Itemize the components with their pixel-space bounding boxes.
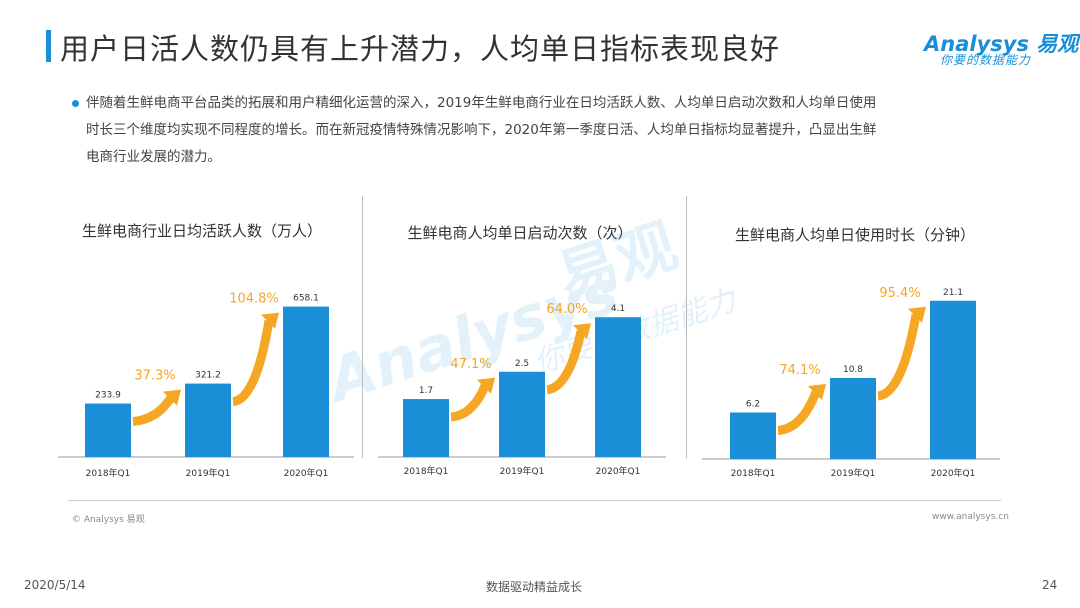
growth-arrow-head <box>808 384 826 400</box>
summary-line: 伴随着生鲜电商平台品类的拓展和用户精细化运营的深入，2019年生鲜电商行业在日均… <box>86 95 877 111</box>
bullet-icon <box>72 100 79 107</box>
logo-main-text: Analysys 易观 <box>924 32 1079 56</box>
growth-arrow <box>777 390 821 435</box>
summary-text: 伴随着生鲜电商平台品类的拓展和用户精细化运营的深入，2019年生鲜电商行业在日均… <box>86 90 1021 171</box>
data-label: 21.1 <box>943 288 963 298</box>
growth-arrow-head <box>477 377 495 394</box>
growth-arrow-head <box>908 306 926 323</box>
growth-arrow <box>876 313 921 401</box>
tick-label: 2018年Q1 <box>731 467 776 479</box>
data-label: 321.2 <box>195 371 221 381</box>
growth-arrow-head <box>163 389 181 406</box>
page-title: 用户日活人数仍具有上升潜力，人均单日指标表现良好 <box>60 32 781 66</box>
page-number: 24 <box>1042 578 1058 592</box>
chart-divider <box>362 196 363 458</box>
tick-label: 2020年Q1 <box>931 467 976 479</box>
chart-title: 生鲜电商人均单日启动次数（次） <box>407 224 632 242</box>
footer-slogan: 数据驱动精益成长 <box>486 580 583 594</box>
tick-label: 2020年Q1 <box>596 465 641 477</box>
growth-label: 64.0% <box>546 302 587 317</box>
growth-arrow <box>132 395 175 427</box>
data-label: 658.1 <box>293 294 319 304</box>
footer-divider <box>68 500 1001 501</box>
data-label: 2.5 <box>515 359 529 369</box>
tick-label: 2019年Q1 <box>500 465 545 477</box>
bar <box>283 306 329 457</box>
report-date: 2020/5/14 <box>24 578 86 592</box>
growth-label: 95.4% <box>879 286 920 301</box>
data-label: 6.2 <box>746 400 760 410</box>
tick-label: 2020年Q1 <box>284 467 329 479</box>
data-label: 233.9 <box>95 391 121 401</box>
growth-label: 47.1% <box>450 357 491 372</box>
analysys-logo: Analysys 易观 你要的数据能力 <box>924 28 1078 72</box>
growth-arrow <box>546 330 586 395</box>
bar <box>595 317 641 457</box>
bar <box>499 371 545 457</box>
data-label: 1.7 <box>419 386 433 396</box>
growth-arrow <box>450 383 490 422</box>
summary-line: 电商行业发展的潜力。 <box>86 149 221 165</box>
growth-arrow-head <box>261 312 279 329</box>
data-label: 10.8 <box>843 365 863 375</box>
growth-label: 104.8% <box>229 292 279 307</box>
growth-arrow-head <box>573 323 591 340</box>
title-accent-bar <box>46 30 51 62</box>
growth-label: 37.3% <box>134 369 175 384</box>
website: www.analysys.cn <box>932 512 1009 522</box>
bar <box>185 383 231 457</box>
chart-divider <box>686 196 687 458</box>
bar <box>85 403 131 457</box>
logo-slogan: 你要的数据能力 <box>940 53 1032 67</box>
bar <box>830 378 876 459</box>
copyright: © Analysys 易观 <box>72 515 145 525</box>
bar <box>403 399 449 457</box>
tick-label: 2018年Q1 <box>404 465 449 477</box>
tick-label: 2019年Q1 <box>831 467 876 479</box>
growth-label: 74.1% <box>779 363 820 378</box>
data-label: 4.1 <box>611 304 625 314</box>
growth-arrow <box>231 319 274 407</box>
summary-line: 时长三个维度均实现不同程度的增长。而在新冠疫情特殊情况影响下，2020年第一季度… <box>86 122 877 138</box>
chart-title: 生鲜电商人均单日使用时长（分钟） <box>735 226 975 244</box>
tick-label: 2019年Q1 <box>186 467 231 479</box>
tick-label: 2018年Q1 <box>86 467 131 479</box>
bar <box>930 300 976 459</box>
bar <box>730 412 776 459</box>
chart-title: 生鲜电商行业日均活跃人数（万人） <box>82 222 322 240</box>
